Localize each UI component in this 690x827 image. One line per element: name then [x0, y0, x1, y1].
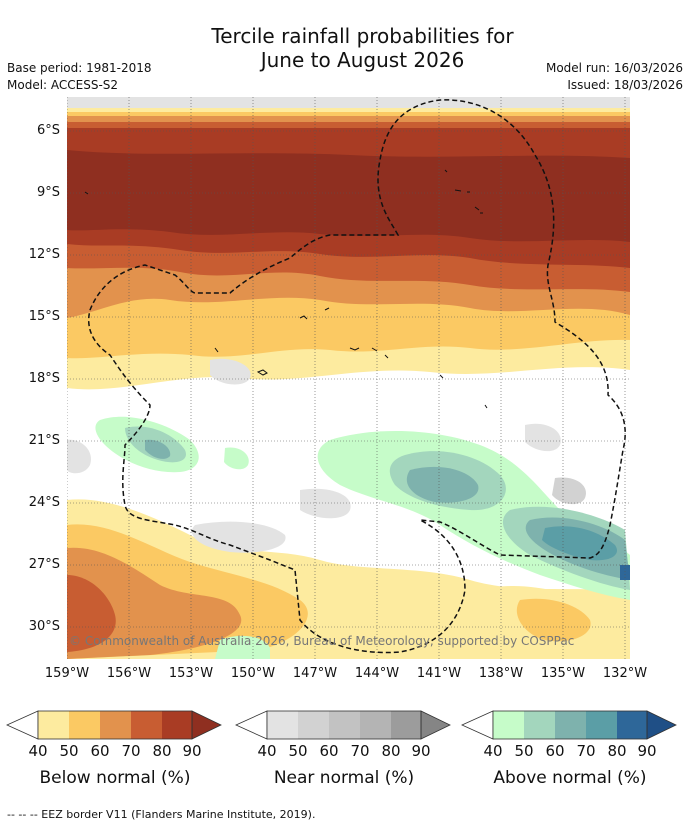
lat-label-27s: 27°S — [28, 557, 60, 572]
copyright-notice: © Commonwealth of Australia 2026, Bureau… — [69, 634, 575, 648]
legend-title-above: Above normal (%) — [493, 768, 647, 788]
tick: 90 — [182, 742, 202, 760]
lon-label-153w: 153°W — [168, 666, 214, 681]
tick: 60 — [90, 742, 110, 760]
near-patch-1 — [191, 521, 286, 553]
tick: 70 — [576, 742, 596, 760]
model-info: Base period: 1981-2018 Model: ACCESS-S2 — [7, 60, 152, 94]
above-c-70 — [145, 439, 171, 459]
issued-date: Issued: 18/03/2026 — [567, 78, 683, 92]
near-patch-5 — [67, 439, 91, 474]
legend-title-near: Near normal (%) — [273, 768, 415, 788]
tick: 80 — [607, 742, 627, 760]
eez-footnote: -- -- -- EEZ border V11 (Flanders Marine… — [7, 808, 316, 821]
lon-label-141w: 141°W — [416, 666, 462, 681]
tick: 50 — [288, 742, 308, 760]
tick: 80 — [152, 742, 172, 760]
below-band-90 — [67, 150, 630, 242]
tick: 60 — [319, 742, 339, 760]
colorbar-ticks-below: 40 50 60 70 80 90 — [6, 742, 224, 762]
legend-title-below: Below normal (%) — [39, 768, 191, 788]
tick: 80 — [381, 742, 401, 760]
eez-border-east — [88, 99, 626, 654]
lon-label-132w: 132°W — [602, 666, 648, 681]
legend-above-normal: 40 50 60 70 80 90 Above normal (%) — [461, 708, 679, 788]
below-south-70 — [67, 575, 116, 652]
tick: 50 — [59, 742, 79, 760]
lon-label-150w: 150°W — [230, 666, 276, 681]
lat-label-21s: 21°S — [28, 433, 60, 448]
run-info: Model run: 16/03/2026 Issued: 18/03/2026 — [546, 60, 683, 94]
near-normal-strip — [67, 97, 630, 109]
above-d-50 — [215, 635, 270, 659]
near-patch-6 — [210, 358, 251, 385]
tick: 90 — [411, 742, 431, 760]
tick: 60 — [545, 742, 565, 760]
legend-near-normal: 40 50 60 70 80 90 Near normal (%) — [235, 708, 453, 788]
lat-label-30s: 30°S — [28, 619, 60, 634]
model-name: Model: ACCESS-S2 — [7, 78, 119, 92]
tick: 40 — [483, 742, 503, 760]
near-patch-3 — [525, 423, 561, 452]
colorbar-ticks-above: 40 50 60 70 80 90 — [461, 742, 679, 762]
base-period: Base period: 1981-2018 — [7, 61, 152, 75]
chart-title: Tercile rainfall probabilities for June … — [160, 24, 565, 72]
lat-label-9s: 9°S — [36, 185, 60, 200]
lon-label-138w: 138°W — [478, 666, 524, 681]
near-patch-2 — [300, 488, 351, 519]
below-east-50 — [516, 598, 591, 642]
tick: 90 — [637, 742, 657, 760]
colorbar-below — [6, 710, 222, 740]
lon-label-159w: 159°W — [44, 666, 90, 681]
above-b-90 — [620, 565, 630, 580]
lon-label-144w: 144°W — [354, 666, 400, 681]
tick: 70 — [350, 742, 370, 760]
probability-map — [67, 97, 630, 659]
lat-label-18s: 18°S — [28, 371, 60, 386]
tick: 40 — [28, 742, 48, 760]
tick: 50 — [514, 742, 534, 760]
colorbar-near — [235, 710, 451, 740]
islands — [84, 169, 488, 409]
near-patch-4 — [552, 477, 586, 505]
lat-label-24s: 24°S — [28, 495, 60, 510]
colorbar-ticks-near: 40 50 60 70 80 90 — [235, 742, 453, 762]
lat-label-12s: 12°S — [28, 247, 60, 262]
title-line-1: Tercile rainfall probabilities for — [211, 24, 514, 48]
colorbar-above — [461, 710, 677, 740]
above-e-50 — [224, 447, 249, 470]
lon-label-156w: 156°W — [106, 666, 152, 681]
tick: 40 — [257, 742, 277, 760]
grid-lines — [67, 97, 630, 659]
lat-label-15s: 15°S — [28, 309, 60, 324]
legend-below-normal: 40 50 60 70 80 90 Below normal (%) — [6, 708, 224, 788]
lon-label-147w: 147°W — [292, 666, 338, 681]
above-a-70 — [406, 466, 479, 503]
lat-label-6s: 6°S — [36, 123, 60, 138]
model-run-date: Model run: 16/03/2026 — [545, 61, 683, 75]
tick: 70 — [121, 742, 141, 760]
title-line-2: June to August 2026 — [260, 48, 465, 72]
lon-label-135w: 135°W — [540, 666, 586, 681]
map-field — [67, 97, 630, 659]
